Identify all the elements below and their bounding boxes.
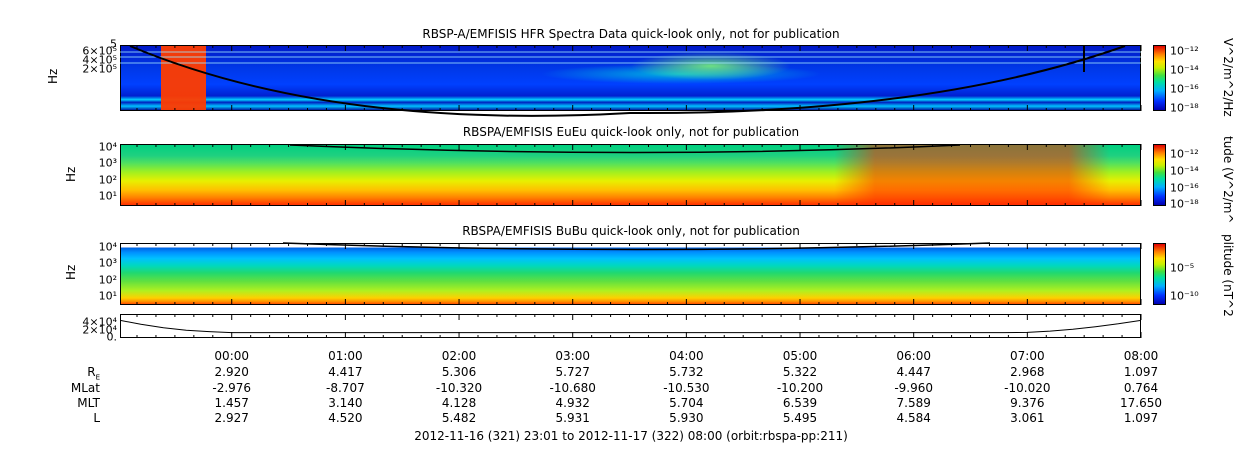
- ephemeris-value: 5.306: [441, 365, 477, 379]
- hfr-ytick: 4×10⁵: [82, 53, 117, 67]
- hfr-cb-tick: 10⁻¹⁸: [1170, 101, 1199, 115]
- ephemeris-value: 1.457: [214, 396, 249, 410]
- ephemeris-value: 4.584: [896, 411, 931, 425]
- ephemeris-value: 6.539: [782, 396, 818, 410]
- ephemeris-row-label-text: MLat: [70, 381, 100, 395]
- time-tick-label: 02:00: [441, 349, 477, 363]
- ephemeris-row-label-text: L: [93, 411, 100, 425]
- ephemeris-value: 5.930: [669, 411, 704, 425]
- eueu-ytick: 10²: [98, 173, 117, 187]
- ephemeris-value: -10.680: [549, 381, 596, 395]
- ephemeris-row-label-sub: E: [95, 373, 100, 382]
- ephemeris-value: 5.322: [782, 365, 818, 379]
- eueu-cb-tick: 10⁻¹⁴: [1170, 164, 1199, 178]
- hfr-ytick: 5: [110, 37, 117, 51]
- eueu-ytick: 10⁴: [98, 140, 117, 154]
- hfr-cb-tick: 10⁻¹⁴: [1170, 63, 1199, 77]
- orbit-footer: 2012-11-16 (321) 23:01 to 2012-11-17 (32…: [414, 429, 848, 443]
- line-series: [120, 319, 1142, 334]
- hfr-ytick: 6×10⁵: [82, 44, 117, 58]
- ephemeris-value: -10.200: [776, 381, 824, 395]
- bubu-cb-tick: 10⁻¹⁰: [1170, 289, 1199, 303]
- ephemeris-value: 1.097: [1123, 365, 1159, 379]
- eueu-curve: [289, 144, 961, 154]
- ephemeris-value: 4.932: [555, 396, 590, 410]
- ephemeris-value: 4.447: [896, 365, 931, 379]
- hfr-cb-tick: 10⁻¹⁶: [1170, 82, 1199, 96]
- eueu-ytick: 10¹: [98, 189, 117, 203]
- ephemeris-value: 3.140: [328, 396, 363, 410]
- eueu-colorbar: [1153, 144, 1166, 206]
- ephemeris-value: 17.650: [1120, 396, 1162, 410]
- eueu-cb-tick: 10⁻¹⁸: [1170, 197, 1199, 211]
- time-tick-label: 06:00: [896, 349, 931, 363]
- bubu-spectrogram: [120, 243, 1141, 305]
- ephemeris-value: 4.520: [328, 411, 363, 425]
- ephemeris-value: 5.931: [555, 411, 590, 425]
- ephemeris-value: 5.727: [555, 365, 590, 379]
- ephemeris-value: 5.495: [782, 411, 818, 425]
- ephemeris-value: 3.061: [1010, 411, 1045, 425]
- line-panel: [120, 314, 1141, 338]
- eueu-ytick: 10³: [98, 156, 117, 170]
- ephemeris-value: 4.417: [328, 365, 363, 379]
- ephemeris-value: -10.320: [435, 381, 483, 395]
- bubu-ytick: 10²: [98, 273, 117, 287]
- bubu-overlay: [282, 242, 991, 251]
- ephemeris-value: -2.976: [212, 381, 252, 395]
- panel1-title: RBSP-A/EMFISIS HFR Spectra Data quick-lo…: [422, 27, 840, 41]
- x-ticks: [136, 45, 1142, 338]
- ephemeris-value: 0.764: [1123, 381, 1159, 395]
- ephemeris-row-label: L: [60, 411, 100, 425]
- eueu-overlay: [289, 144, 961, 154]
- time-tick-label: 07:00: [1010, 349, 1045, 363]
- ephemeris-value: 5.704: [669, 396, 704, 410]
- ephemeris-value: -10.020: [1004, 381, 1051, 395]
- hfr-ytick: 2×10⁵: [82, 62, 117, 76]
- ephemeris-value: -10.530: [663, 381, 710, 395]
- bubu-ytick: 10¹: [98, 289, 117, 303]
- time-tick-label: 08:00: [1123, 349, 1159, 363]
- hfr-colorbar: [1153, 45, 1166, 111]
- line-ytick: 2×10⁴: [82, 323, 117, 337]
- ephemeris-value: 5.732: [669, 365, 704, 379]
- ephemeris-value: 5.482: [441, 411, 477, 425]
- ephemeris-value: 2.968: [1010, 365, 1045, 379]
- hfr-curve: [129, 45, 1126, 117]
- bubu-cb-tick: 10⁻⁵: [1170, 261, 1195, 275]
- bubu-colorbar: [1153, 243, 1166, 305]
- time-tick-label: 00:00: [214, 349, 250, 363]
- time-tick-label: 04:00: [669, 349, 704, 363]
- ephemeris-value: 2.920: [214, 365, 249, 379]
- hfr-cb-tick: 10⁻¹²: [1170, 44, 1199, 58]
- bubu-ytick: 10³: [98, 256, 117, 270]
- ephemeris-value: 1.097: [1123, 411, 1159, 425]
- ephemeris-value: 7.589: [896, 396, 931, 410]
- panel2-title: RBSPA/EMFISIS EuEu quick-look only, not …: [462, 125, 800, 139]
- eueu-cb-tick: 10⁻¹⁶: [1170, 181, 1199, 195]
- ephemeris-value: 2.927: [214, 411, 249, 425]
- time-tick-label: 03:00: [555, 349, 590, 363]
- panel3-title: RBSPA/EMFISIS BuBu quick-look only, not …: [462, 224, 800, 238]
- ephemeris-value: 4.128: [441, 396, 477, 410]
- ephemeris-value: 9.376: [1010, 396, 1045, 410]
- line-overlay: [120, 319, 1142, 334]
- bubu-ytick: 10⁴: [98, 240, 117, 254]
- ephemeris-row-label: MLat: [60, 381, 100, 395]
- ephemeris-row-label: RE: [60, 365, 100, 381]
- ephemeris-row-label-text: R: [87, 365, 96, 379]
- bubu-curve: [282, 242, 991, 251]
- eueu-spectrogram: [120, 144, 1141, 206]
- ephemeris-row-label: MLT: [60, 396, 100, 410]
- ephemeris-row-label-text: MLT: [77, 396, 100, 410]
- eueu-cb-tick: 10⁻¹²: [1170, 147, 1199, 161]
- time-tick-label: 05:00: [782, 349, 818, 363]
- line-ytick: 4×10⁴: [82, 315, 117, 329]
- line-ytick: 0.: [106, 330, 118, 344]
- ephemeris-value: -9.960: [894, 381, 934, 395]
- time-tick-label: 01:00: [328, 349, 363, 363]
- ephemeris-value: -8.707: [326, 381, 365, 395]
- hfr-overlay: [120, 45, 1141, 117]
